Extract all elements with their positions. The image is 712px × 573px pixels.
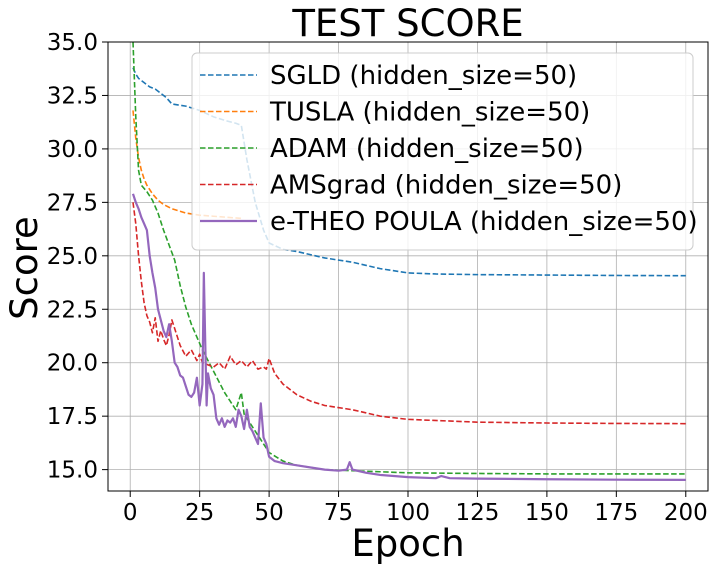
y-tick-label: 32.5 <box>47 83 98 109</box>
y-tick-label: 25.0 <box>47 244 98 270</box>
y-tick-label: 17.5 <box>47 404 98 430</box>
legend-label-4: AMSgrad (hidden_size=50) <box>270 171 622 201</box>
x-tick-label: 150 <box>525 500 569 526</box>
y-tick-label: 22.5 <box>47 297 98 323</box>
legend-box <box>191 52 694 251</box>
y-axis-ticks: 15.0 17.5 20.0 22.5 25.0 27.5 30.0 32.5 35.0 <box>47 30 108 484</box>
legend-label-1: SGLD (hidden_size=50) <box>270 61 577 91</box>
x-tick-label: 50 <box>254 500 283 526</box>
legend-label-5: e-THEO POULA (hidden_size=50) <box>270 207 698 237</box>
y-tick-label: 35.0 <box>47 30 98 56</box>
legend-label-3: ADAM (hidden_size=50) <box>270 134 584 164</box>
x-tick-label: 75 <box>324 500 353 526</box>
y-axis-label: Score <box>3 216 46 320</box>
chart-title: TEST SCORE <box>291 2 523 45</box>
legend-entries: SGLD (hidden_size=50) TUSLA (hidden_size=… <box>200 61 698 237</box>
x-tick-label: 200 <box>664 500 708 526</box>
y-tick-label: 30.0 <box>47 137 98 163</box>
y-tick-label: 27.5 <box>47 190 98 216</box>
y-tick-label: 20.0 <box>47 351 98 377</box>
x-tick-label: 125 <box>455 500 499 526</box>
x-axis-ticks: 0 25 50 75 100 125 150 175 200 <box>123 491 708 526</box>
x-tick-label: 175 <box>594 500 638 526</box>
series-line-5 <box>131 193 686 481</box>
x-tick-label: 25 <box>185 500 214 526</box>
x-axis-label: Epoch <box>351 522 464 565</box>
chart-legend: SGLD (hidden_size=50) TUSLA (hidden_size=… <box>191 52 698 251</box>
y-tick-label: 15.0 <box>47 458 98 484</box>
x-tick-label: 0 <box>123 500 138 526</box>
x-tick-label: 100 <box>386 500 430 526</box>
legend-label-2: TUSLA (hidden_size=50) <box>269 98 590 128</box>
series-line-4 <box>132 202 686 425</box>
series-line-3 <box>132 42 686 475</box>
